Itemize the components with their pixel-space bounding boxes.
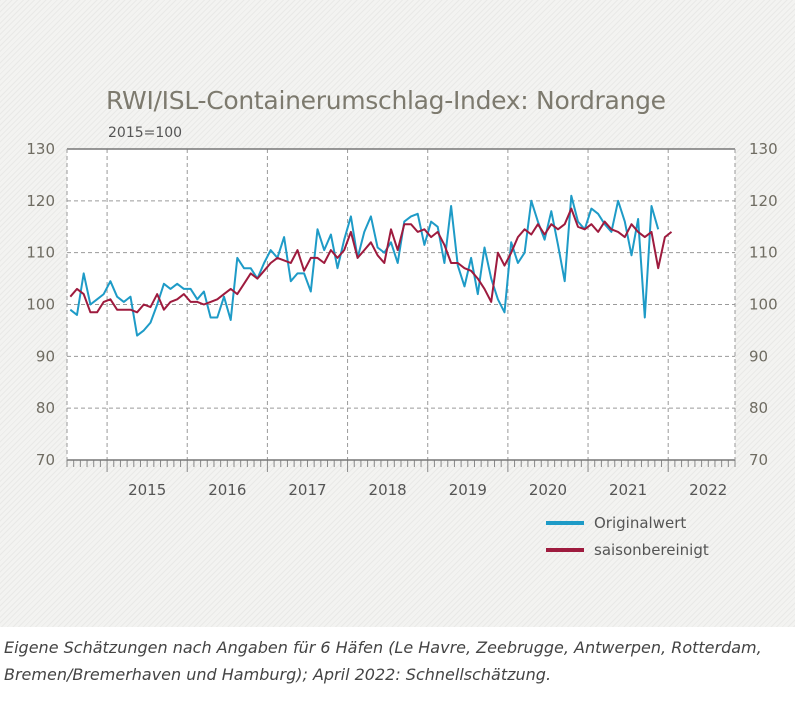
x-tick-label: 2019 (449, 481, 487, 499)
x-tick-label: 2021 (609, 481, 647, 499)
y-tick-label-left: 80 (36, 399, 55, 417)
y-tick-label-right: 100 (749, 296, 778, 314)
y-tick-label-right: 110 (749, 244, 778, 262)
source-note: Eigene Schätzungen nach Angaben für 6 Hä… (4, 638, 762, 684)
x-tick-label: 2022 (689, 481, 727, 499)
x-tick-label: 2016 (208, 481, 246, 499)
y-tick-label-right: 90 (749, 347, 768, 365)
series-line-saisonbereinigt (69, 207, 673, 314)
y-tick-label-left: 110 (26, 244, 55, 262)
y-tick-label-right: 80 (749, 399, 768, 417)
x-tick-label: 2017 (288, 481, 326, 499)
legend-label: saisonbereinigt (594, 541, 709, 559)
y-tick-label-right: 120 (749, 192, 778, 210)
x-tick-label: 2020 (529, 481, 567, 499)
y-tick-label-left: 70 (36, 451, 55, 469)
chart-background: 70 70 80 80 90 90 100 100 110 110 120 120 130 130 2015… (0, 0, 795, 627)
x-tick-label: 2018 (369, 481, 407, 499)
chart-subtitle: 2015=100 (108, 125, 183, 141)
y-tick-label-left: 130 (26, 140, 55, 158)
y-tick-label-right: 70 (749, 451, 768, 469)
line-chart: 70 70 80 80 90 90 100 100 110 110 120 120 130 130 2015… (26, 140, 778, 559)
series-line-originalwert (69, 194, 660, 337)
legend-label: Originalwert (594, 514, 686, 532)
y-tick-label-left: 120 (26, 192, 55, 210)
y-tick-label-right: 130 (749, 140, 778, 158)
y-tick-label-left: 90 (36, 347, 55, 365)
chart-title: RWI/ISL-Containerumschlag-Index: Nordran… (106, 86, 666, 115)
x-tick-label: 2015 (128, 481, 166, 499)
y-tick-label-left: 100 (26, 296, 55, 314)
